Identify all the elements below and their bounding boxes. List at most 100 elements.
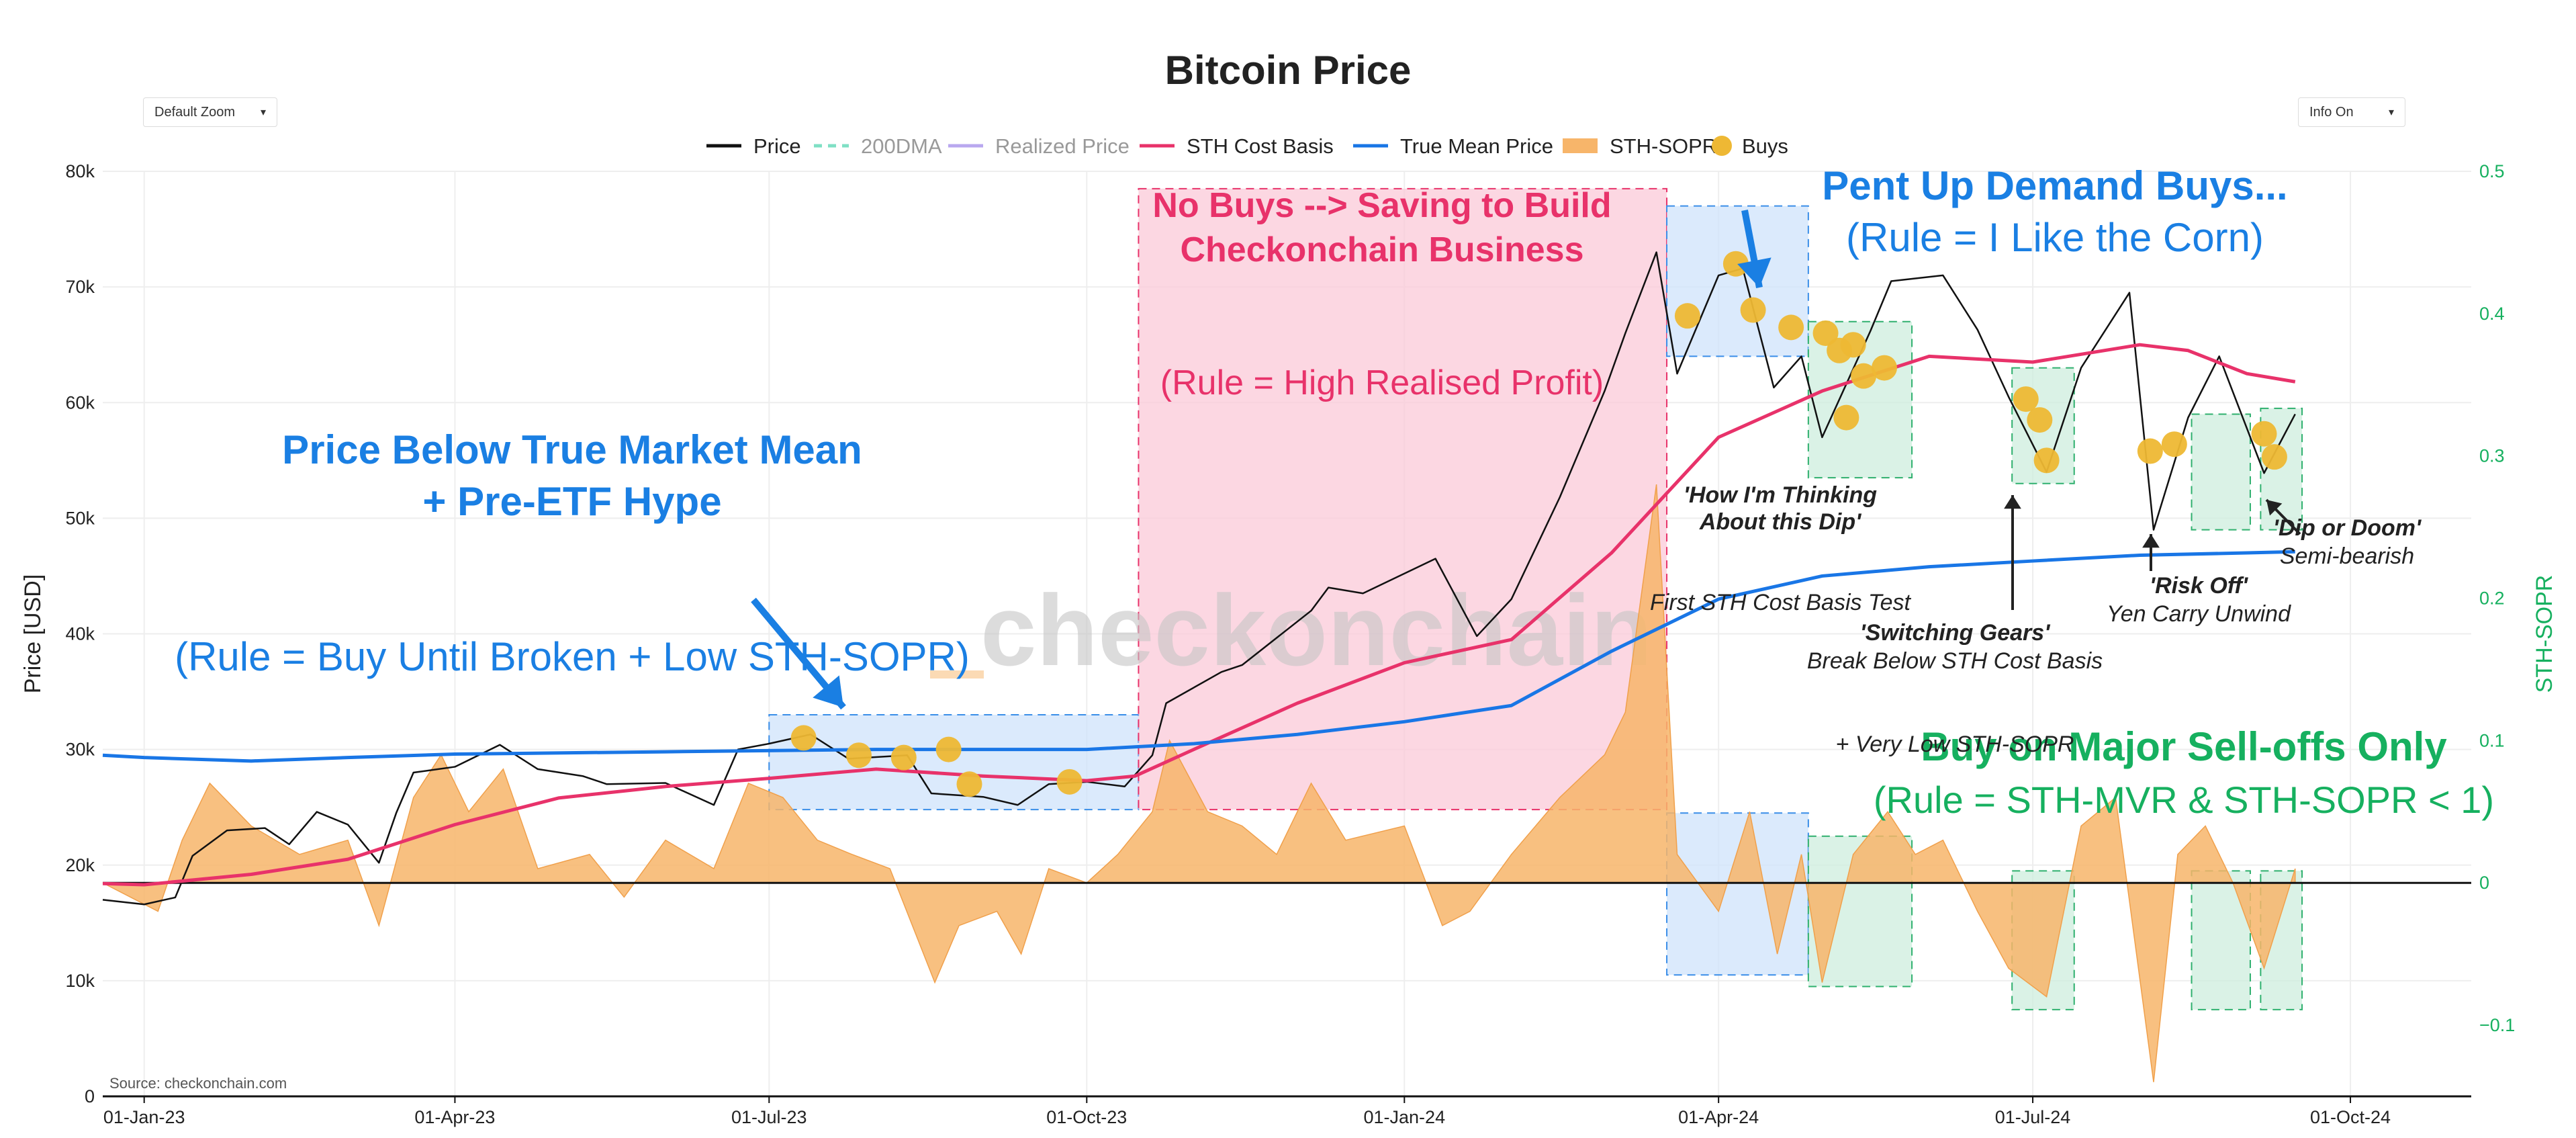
zoom-dropdown-label: Default Zoom bbox=[154, 104, 236, 120]
series-price bbox=[102, 251, 2296, 906]
annotation-line: About this Dip' bbox=[1699, 509, 1862, 535]
legend-item: True Mean Price bbox=[1353, 134, 1553, 158]
y2-tick-label: 0.1 bbox=[2479, 730, 2505, 750]
annotation-line: No Buys --> Saving to Build bbox=[1152, 186, 1611, 225]
buy-marker bbox=[2161, 431, 2187, 457]
y-tick-label: 10k bbox=[65, 971, 95, 991]
buy-marker bbox=[935, 736, 962, 762]
page-title: Bitcoin Price bbox=[1164, 48, 1412, 93]
buy-marker bbox=[790, 725, 817, 751]
buy-marker bbox=[1871, 355, 1897, 381]
annotation-sell-offs: Buy on Major Sell-offs Only (Rule = STH-M… bbox=[1874, 724, 2494, 821]
buy-marker bbox=[1840, 332, 1866, 358]
legend-label: 200DMA bbox=[861, 134, 942, 158]
legend-swatch bbox=[1563, 138, 1598, 153]
info-dropdown[interactable]: Info On ▾ bbox=[2298, 97, 2405, 127]
buy-marker bbox=[1778, 314, 1804, 341]
annotation-line: (Rule = High Realised Profit) bbox=[1160, 363, 1604, 402]
y-tick-label: 80k bbox=[65, 161, 95, 181]
series-true-mean-price bbox=[102, 550, 2295, 763]
x-tick-label: 01-Jan-24 bbox=[1364, 1107, 1446, 1127]
y2-tick-label: 0 bbox=[2479, 873, 2489, 893]
buy-marker bbox=[1851, 363, 1877, 389]
chevron-down-icon: ▾ bbox=[260, 107, 266, 118]
buy-marker bbox=[956, 771, 982, 797]
annotation-line: (Rule = I Like the Corn) bbox=[1846, 215, 2264, 260]
annotation-line: First STH Cost Basis Test bbox=[1650, 590, 1911, 615]
legend-item: Price bbox=[706, 134, 801, 158]
annotation-line: Yen Carry Unwind bbox=[2107, 601, 2291, 627]
legend-item: STH Cost Basis bbox=[1140, 134, 1334, 158]
zoom-dropdown[interactable]: Default Zoom ▾ bbox=[143, 97, 277, 127]
x-tick-label: 01-Oct-24 bbox=[2310, 1107, 2391, 1127]
y-tick-label: 70k bbox=[65, 277, 95, 297]
annotation-risk-off: 'Risk Off'Yen Carry Unwind bbox=[2107, 573, 2291, 627]
highlight-region-0 bbox=[768, 713, 1140, 811]
x-tick-label: 01-Oct-23 bbox=[1046, 1107, 1127, 1127]
annotation-doom: 'Dip or Doom'Semi-bearish bbox=[2273, 515, 2422, 569]
annotation-line: Buy on Major Sell-offs Only bbox=[1921, 724, 2447, 769]
annotation-line: Price Below True Market Mean bbox=[282, 427, 862, 472]
arrow-head bbox=[813, 675, 843, 707]
annotation-line: 'Switching Gears' bbox=[1860, 620, 2051, 646]
annotation-line: 'Dip or Doom' bbox=[2273, 515, 2422, 541]
y2-tick-label: 0.5 bbox=[2479, 161, 2505, 181]
sth-sopr-area bbox=[102, 484, 2296, 1082]
annotation-line: 'Risk Off' bbox=[2150, 573, 2249, 599]
legend-label: Buys bbox=[1742, 134, 1788, 158]
annotation-line: + Very Low STH-SOPR bbox=[1836, 732, 2074, 757]
buy-marker bbox=[2033, 447, 2060, 474]
y2-tick-label: 0.3 bbox=[2479, 446, 2505, 466]
buy-marker bbox=[2027, 407, 2053, 433]
buy-marker bbox=[1056, 769, 1083, 795]
info-dropdown-label: Info On bbox=[2309, 104, 2354, 120]
buy-marker bbox=[1833, 404, 1859, 431]
y2-tick-label: −0.1 bbox=[2479, 1015, 2515, 1035]
y2-tick-label: 0.4 bbox=[2479, 304, 2505, 324]
annotation-line: (Rule = Buy Until Broken + Low STH-SOPR) bbox=[175, 634, 970, 679]
legend: Price 200DMA Realized Price STH Cost Basis T… bbox=[706, 134, 1788, 158]
legend-swatch bbox=[1712, 136, 1732, 156]
legend-item: 200DMA bbox=[814, 134, 942, 158]
buy-marker bbox=[2013, 386, 2039, 412]
buy-marker bbox=[1812, 320, 1839, 346]
source-note: Source: checkonchain.com bbox=[109, 1075, 287, 1092]
watermark-logo-mark bbox=[930, 670, 984, 679]
annotation-gears: 'Switching Gears'Break Below STH Cost Ba… bbox=[1807, 620, 2103, 757]
arrow-pent-up bbox=[1737, 210, 1772, 288]
buy-marker bbox=[1740, 297, 1766, 323]
buy-marker bbox=[845, 742, 872, 769]
legend-label: Price bbox=[753, 134, 801, 158]
legend-label: Realized Price bbox=[995, 134, 1130, 158]
y-tick-label: 30k bbox=[65, 740, 95, 760]
annotation-pent-up: Pent Up Demand Buys... (Rule = I Like the… bbox=[1822, 163, 2287, 260]
chevron-down-icon: ▾ bbox=[2388, 107, 2394, 118]
buy-marker bbox=[890, 744, 917, 771]
y-tick-label: 50k bbox=[65, 508, 95, 528]
arrow-head bbox=[2266, 500, 2283, 516]
highlight-region-5 bbox=[2191, 413, 2251, 531]
legend-label: STH-SOPR bbox=[1610, 134, 1717, 158]
y-axis-title: Price [USD] bbox=[20, 574, 46, 694]
arrow-doom bbox=[2265, 498, 2301, 535]
y-tick-label: 60k bbox=[65, 392, 95, 412]
series-sth-cost-basis bbox=[102, 343, 2296, 887]
legend-item: Realized Price bbox=[948, 134, 1130, 158]
arrow-head bbox=[2142, 534, 2160, 548]
buy-marker bbox=[2251, 421, 2277, 447]
y-tick-label: 20k bbox=[65, 855, 95, 875]
y-tick-label: 0 bbox=[85, 1086, 95, 1106]
buy-marker bbox=[1674, 303, 1700, 329]
legend-label: True Mean Price bbox=[1400, 134, 1553, 158]
annotation-line: 'How I'm Thinking bbox=[1684, 482, 1877, 508]
legend-item: Buys bbox=[1712, 134, 1788, 158]
legend-label: STH Cost Basis bbox=[1187, 134, 1334, 158]
annotation-no-buys: No Buys --> Saving to Build Checkonchain … bbox=[1152, 186, 1611, 402]
annotation-line: Pent Up Demand Buys... bbox=[1822, 163, 2287, 208]
highlight-region-1 bbox=[1138, 187, 1668, 811]
arrow-pre-etf bbox=[751, 597, 846, 710]
buy-marker bbox=[2261, 444, 2287, 470]
y2-axis-title: STH-SOPR bbox=[2532, 575, 2557, 693]
x-tick-label: 01-Jul-23 bbox=[731, 1107, 807, 1127]
